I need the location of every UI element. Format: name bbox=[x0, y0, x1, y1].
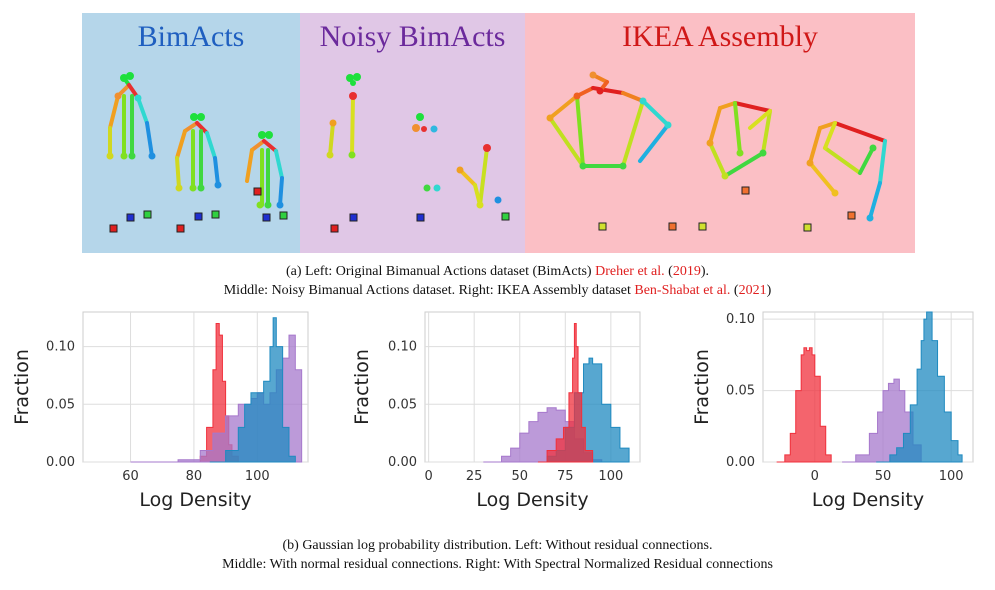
citation-dreher-year[interactable]: 2019 bbox=[672, 264, 701, 279]
y-tick-label: 0.05 bbox=[726, 384, 755, 399]
skeleton-drawing-ikea bbox=[546, 71, 887, 232]
y-tick-label: 0.00 bbox=[726, 455, 755, 470]
y-axis-label: Fraction bbox=[11, 349, 33, 425]
panel-title-bimacts: BimActs bbox=[137, 20, 245, 53]
caption-a-paren-close-2: ) bbox=[766, 283, 772, 298]
caption-a-paren-open-2: ( bbox=[730, 283, 739, 298]
x-axis-label: Log Density bbox=[812, 489, 924, 511]
y-axis-label: Fraction bbox=[691, 349, 713, 425]
panel-noisy-bimacts: Noisy BimActs bbox=[300, 13, 525, 253]
caption-a-paren-close: ). bbox=[700, 264, 709, 279]
y-tick-label: 0.10 bbox=[46, 340, 75, 355]
caption-a-line2: Middle: Noisy Bimanual Actions dataset. … bbox=[0, 281, 995, 300]
x-tick-label: 100 bbox=[245, 469, 270, 484]
x-tick-label: 100 bbox=[598, 469, 623, 484]
caption-a-line1-text: (a) Left: Original Bimanual Actions data… bbox=[285, 264, 596, 279]
histogram-series-blue bbox=[209, 317, 296, 463]
y-axis-label: Fraction bbox=[351, 349, 373, 425]
histogram-right: 0 50 100 0.00 0.05 0.10 Log Density Fraction bbox=[691, 311, 974, 511]
x-tick-label: 75 bbox=[557, 469, 574, 484]
x-axis-label: Log Density bbox=[139, 489, 251, 511]
y-tick-label: 0.00 bbox=[388, 455, 417, 470]
histogram-series-red bbox=[537, 323, 594, 463]
y-tick-label: 0.10 bbox=[388, 340, 417, 355]
y-tick-label: 0.05 bbox=[388, 397, 417, 412]
histogram-series-blue bbox=[876, 311, 963, 463]
caption-a-line2-text: Middle: Noisy Bimanual Actions dataset. … bbox=[223, 283, 635, 298]
x-tick-label: 25 bbox=[466, 469, 483, 484]
citation-ben-shabat[interactable]: Ben-Shabat et al. bbox=[634, 283, 731, 298]
histogram-series-red bbox=[776, 347, 832, 463]
x-tick-label: 80 bbox=[186, 469, 203, 484]
histogram-middle: 0 25 50 75 100 0.00 0.05 0.10 Log Density Fractio… bbox=[351, 311, 641, 511]
y-tick-label: 0.10 bbox=[726, 312, 755, 327]
caption-a-line1: (a) Left: Original Bimanual Actions data… bbox=[0, 262, 995, 281]
y-tick-label: 0.05 bbox=[46, 397, 75, 412]
skeleton-drawing-noisy bbox=[326, 73, 510, 233]
x-tick-label: 50 bbox=[875, 469, 892, 484]
x-tick-label: 0 bbox=[425, 469, 433, 484]
caption-b-line1: (b) Gaussian log probability distributio… bbox=[282, 538, 713, 553]
y-tick-label: 0.00 bbox=[46, 455, 75, 470]
panel-title-noisy-bimacts: Noisy BimActs bbox=[319, 20, 506, 53]
caption-a: (a) Left: Original Bimanual Actions data… bbox=[0, 262, 995, 300]
skeleton-drawing-bimacts bbox=[106, 72, 288, 233]
citation-ben-shabat-year[interactable]: 2021 bbox=[738, 283, 767, 298]
panel-ikea-assembly: IKEA Assembly bbox=[525, 13, 915, 253]
panel-bimacts: BimActs bbox=[82, 13, 300, 253]
caption-b-line2: Middle: With normal residual connections… bbox=[222, 557, 773, 572]
citation-dreher[interactable]: Dreher et al. bbox=[595, 264, 665, 279]
caption-b: (b) Gaussian log probability distributio… bbox=[0, 536, 995, 574]
x-axis-label: Log Density bbox=[476, 489, 588, 511]
x-tick-label: 50 bbox=[511, 469, 528, 484]
panel-title-ikea-assembly: IKEA Assembly bbox=[622, 20, 818, 53]
histogram-left: 60 80 100 0.00 0.05 0.10 Log Density Fraction bbox=[11, 311, 309, 511]
x-tick-label: 0 bbox=[811, 469, 819, 484]
x-tick-label: 60 bbox=[122, 469, 139, 484]
caption-a-paren-open: ( bbox=[664, 264, 673, 279]
x-tick-label: 100 bbox=[939, 469, 964, 484]
